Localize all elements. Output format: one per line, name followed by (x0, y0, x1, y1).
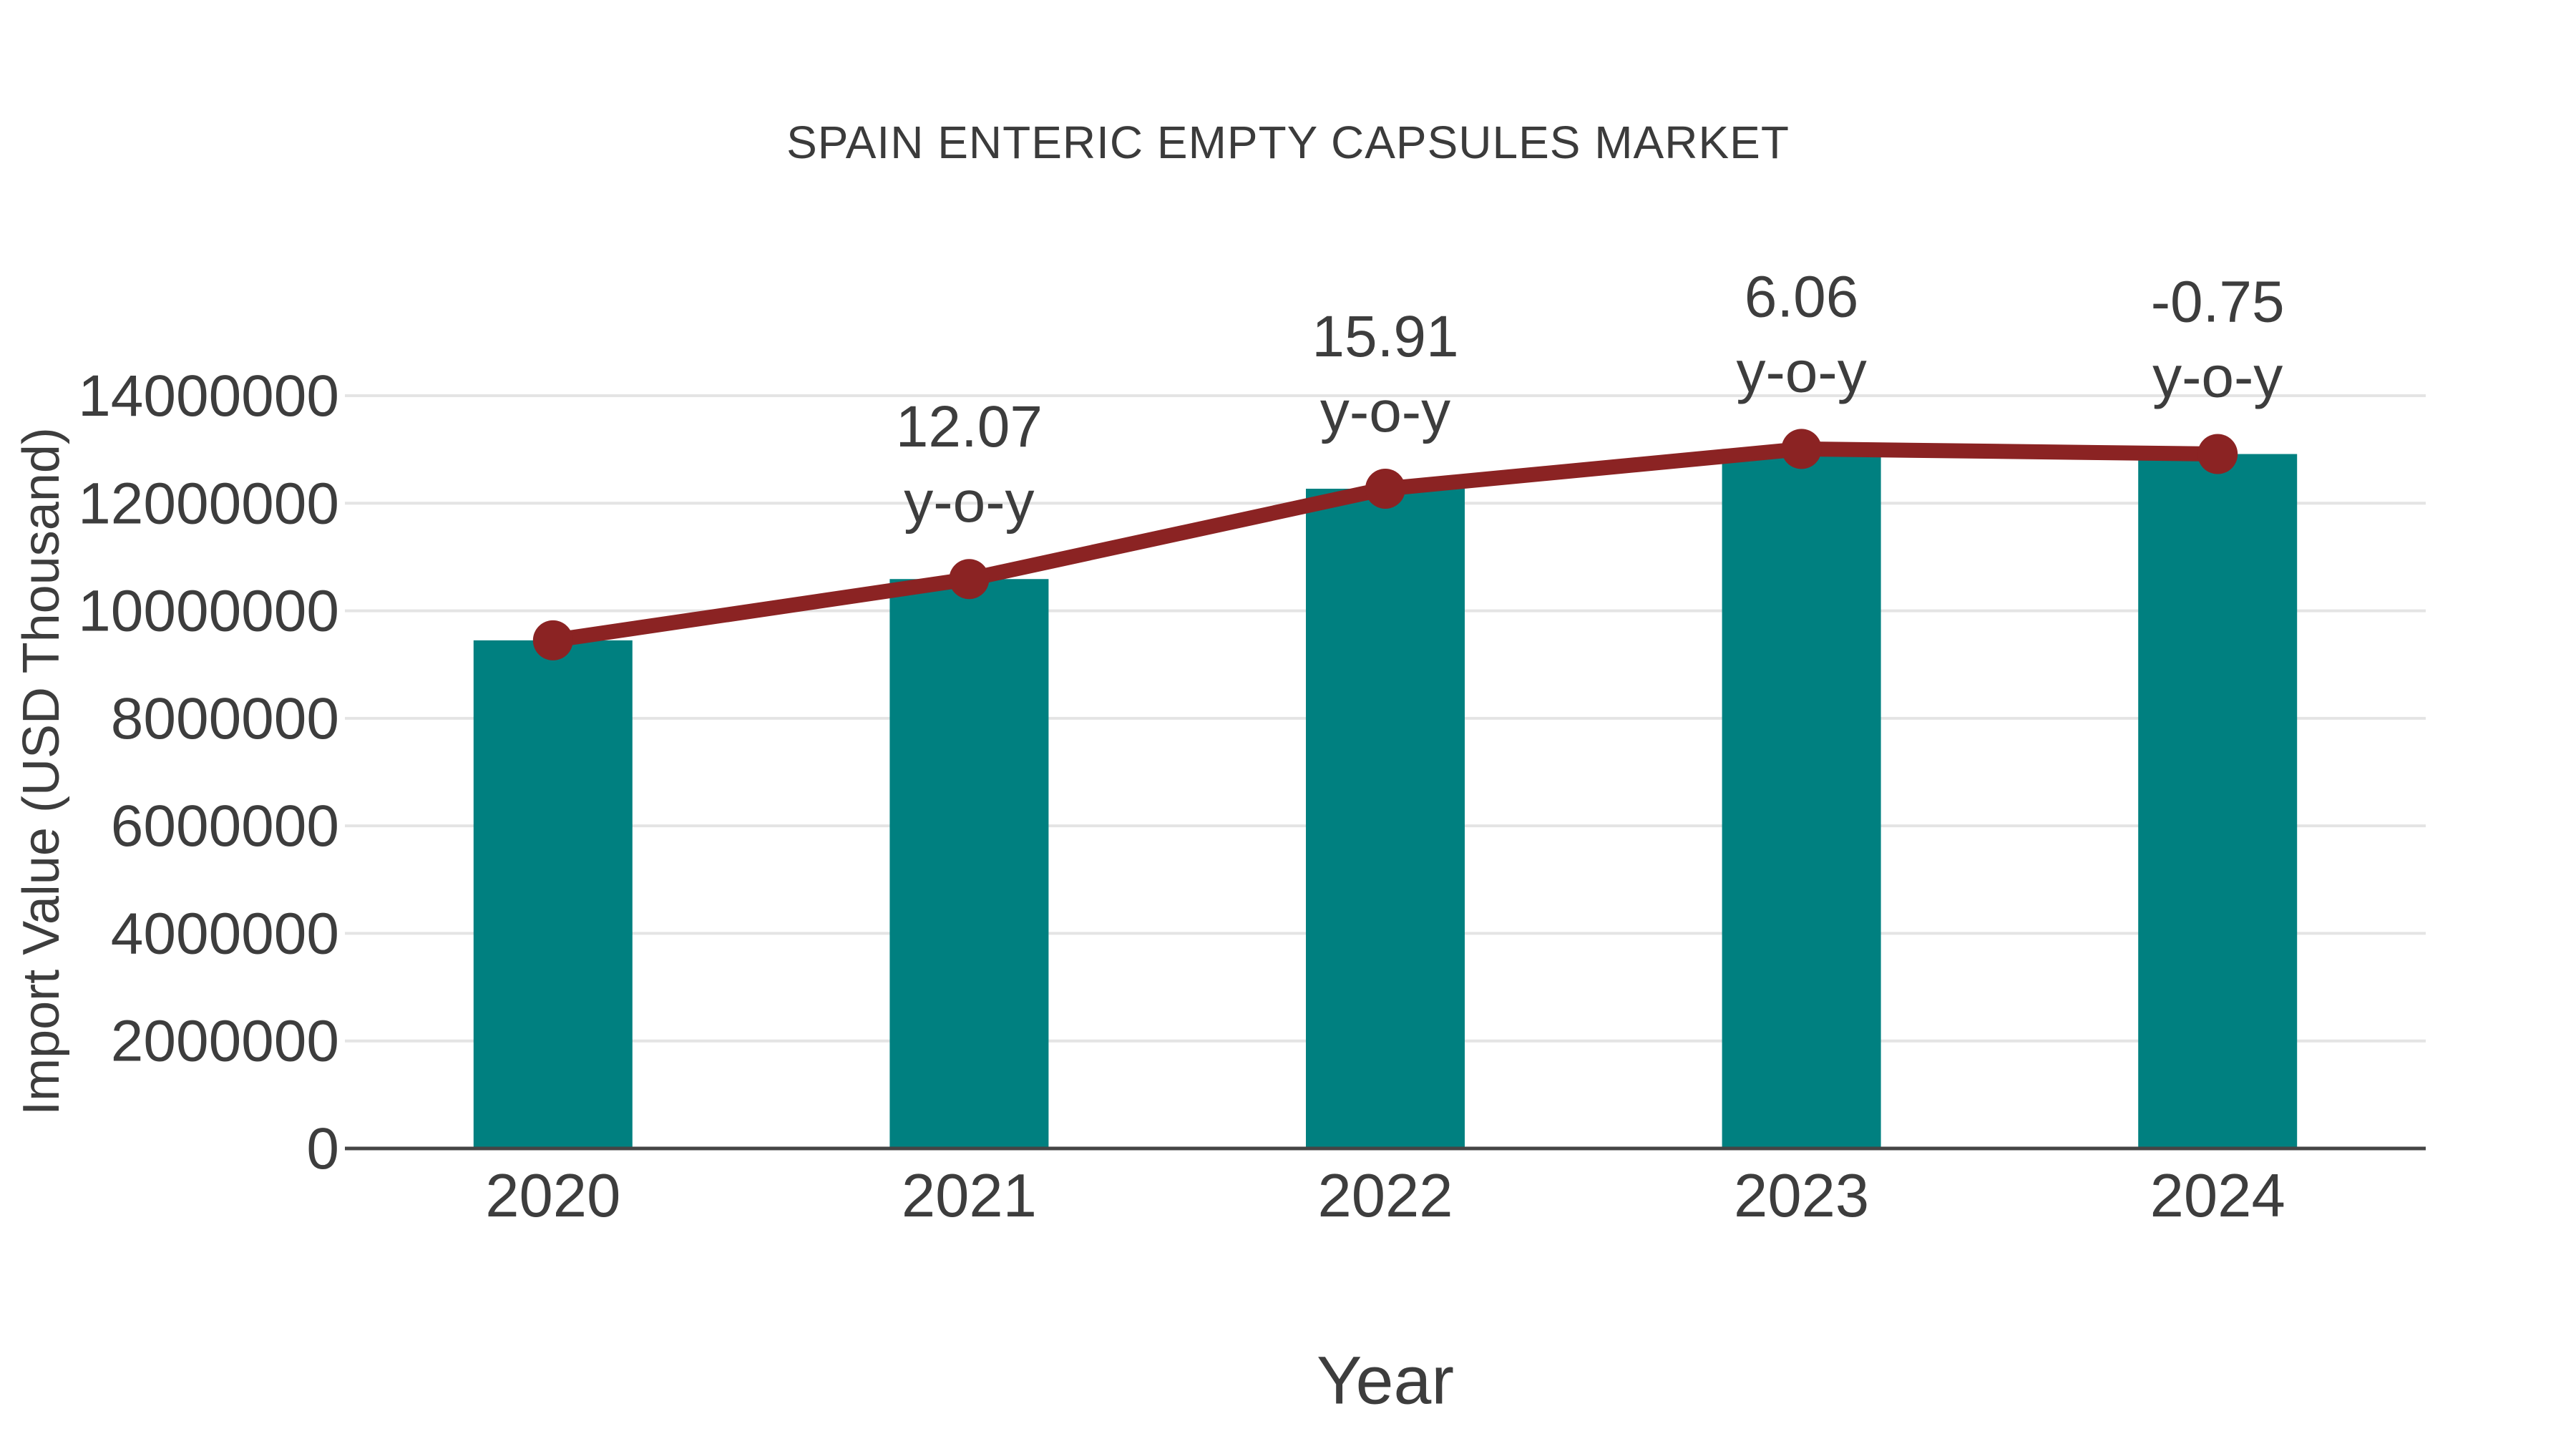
annotation-value-2022: 15.91 (1312, 304, 1458, 369)
annotation-suffix-2024: y-o-y (2152, 345, 2283, 410)
bar-2024 (2138, 454, 2298, 1148)
chart-title: SPAIN ENTERIC EMPTY CAPSULES MARKET (786, 117, 1790, 168)
x-tick-label: 2021 (902, 1162, 1037, 1230)
y-tick-label: 2000000 (111, 1009, 339, 1074)
y-tick-label: 6000000 (111, 794, 339, 859)
x-tick-label: 2024 (2150, 1162, 2285, 1230)
bar-2023 (1722, 449, 1881, 1148)
line-point-2023 (1781, 429, 1822, 469)
y-tick-label: 10000000 (78, 579, 339, 644)
x-tick-label: 2020 (485, 1162, 620, 1230)
bar-2022 (1306, 488, 1465, 1148)
line-point-2022 (1365, 468, 1405, 509)
annotation-value-2023: 6.06 (1745, 264, 1859, 329)
annotation-suffix-2021: y-o-y (904, 469, 1034, 535)
annotation-value-2024: -0.75 (2151, 270, 2285, 335)
line-point-2020 (532, 620, 573, 660)
y-tick-label: 12000000 (78, 471, 339, 536)
y-tick-label: 14000000 (78, 364, 339, 429)
y-tick-label: 4000000 (111, 901, 339, 966)
x-axis-title: Year (1317, 1342, 1454, 1419)
line-point-2024 (2197, 434, 2238, 474)
y-tick-label: 0 (306, 1116, 339, 1181)
annotation-suffix-2022: y-o-y (1320, 379, 1450, 444)
bar-2020 (473, 640, 633, 1148)
line-point-2021 (949, 559, 990, 600)
x-tick-label: 2022 (1317, 1162, 1453, 1230)
annotation-value-2021: 12.07 (896, 394, 1043, 459)
y-tick-label: 8000000 (111, 686, 339, 751)
annotation-suffix-2023: y-o-y (1736, 339, 1866, 404)
bar-2021 (889, 579, 1049, 1148)
x-tick-label: 2023 (1734, 1162, 1869, 1230)
